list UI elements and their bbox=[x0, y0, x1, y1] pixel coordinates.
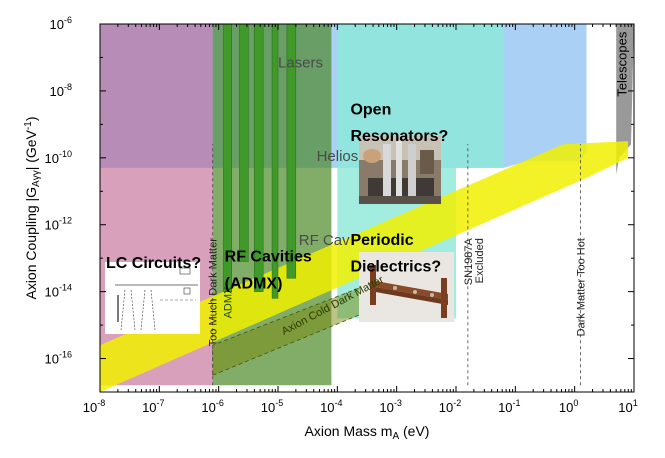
admx-bar-2 bbox=[254, 24, 264, 292]
annotation-periodic: Periodic bbox=[350, 232, 413, 249]
region-label-helios: Helios bbox=[317, 148, 359, 165]
y-axis-label: Axion Coupling |GAγγ| (GeV-1) bbox=[23, 116, 42, 299]
region-telescopes bbox=[616, 24, 634, 175]
band-axion-cold-dark-matter bbox=[212, 284, 368, 376]
x-tick-label: 101 bbox=[618, 398, 637, 415]
x-tick-label: 10-7 bbox=[142, 398, 164, 415]
dashed-label-sn1987a-excluded-1: Excluded bbox=[474, 238, 486, 283]
admx-bar-1 bbox=[239, 24, 249, 262]
x-tick-label: 10-8 bbox=[83, 398, 105, 415]
admx-bar-0 bbox=[223, 24, 232, 292]
dashed-label-too-much-dark-matter-0: Too Much Dark Matter bbox=[208, 238, 220, 347]
x-tick-label: 10-6 bbox=[201, 398, 223, 415]
y-tick-label: 10-8 bbox=[50, 82, 72, 99]
region-label-lasers: Lasers bbox=[278, 54, 323, 71]
y-tick-label: 10-16 bbox=[45, 350, 72, 367]
periodic-dielectric-photo bbox=[359, 252, 454, 322]
lc-circuit-illustration bbox=[105, 262, 200, 334]
open-resonator-photo bbox=[359, 136, 441, 204]
y-tick-label: 10-10 bbox=[45, 149, 72, 166]
axes: 10-8 10-7 10-6 10-5 10-4 10-3 10-2 10-1 100 101 10… bbox=[45, 15, 638, 415]
x-tick-label: 100 bbox=[559, 398, 578, 415]
annotation-open: Open bbox=[350, 101, 391, 118]
dashed-limit-lines: Too Much Dark Matter SN1987A Excluded Dark … bbox=[208, 144, 588, 386]
annotation-rf-cavities: RF Cavities bbox=[225, 249, 312, 266]
y-tick-label: 10-12 bbox=[45, 216, 72, 233]
x-tick-label: 10-5 bbox=[261, 398, 283, 415]
plot-frame bbox=[99, 23, 635, 393]
x-tick-label: 10-4 bbox=[320, 398, 342, 415]
annotations: LC Circuits? RF Cavities (ADMX) Open Resonat… bbox=[106, 101, 448, 292]
x-tick-label: 10-3 bbox=[379, 398, 401, 415]
x-tick-label: 10-2 bbox=[439, 398, 461, 415]
annotation-lc-circuits: LC Circuits? bbox=[106, 255, 201, 272]
dashed-label-sn1987a-excluded-0: SN1987A bbox=[463, 237, 475, 285]
region-label-rf-cav: RF Cav bbox=[299, 232, 350, 249]
annotation-dielectrics: Dielectrics? bbox=[350, 259, 441, 276]
dashed-label-dark-matter-too-hot-0: Dark Matter Too Hot bbox=[576, 238, 588, 336]
admx-bar-3 bbox=[271, 24, 279, 299]
plot-area: Too Much Dark Matter SN1987A Excluded Dark … bbox=[100, 24, 634, 392]
y-tick-label: 10-14 bbox=[45, 283, 72, 300]
x-tick-label: 10-1 bbox=[498, 398, 520, 415]
annotation-resonators: Resonators? bbox=[350, 128, 448, 145]
vertical-label-telescopes: Telescopes bbox=[614, 31, 629, 97]
annotation-admx: (ADMX) bbox=[225, 275, 283, 292]
vertical-label-admx: ADMX bbox=[223, 286, 235, 318]
y-tick-label: 10-6 bbox=[50, 15, 72, 32]
admx-bar-4 bbox=[286, 24, 297, 279]
x-axis-label: Axion Mass mA (eV) bbox=[305, 423, 430, 442]
admx-limits bbox=[223, 24, 297, 299]
